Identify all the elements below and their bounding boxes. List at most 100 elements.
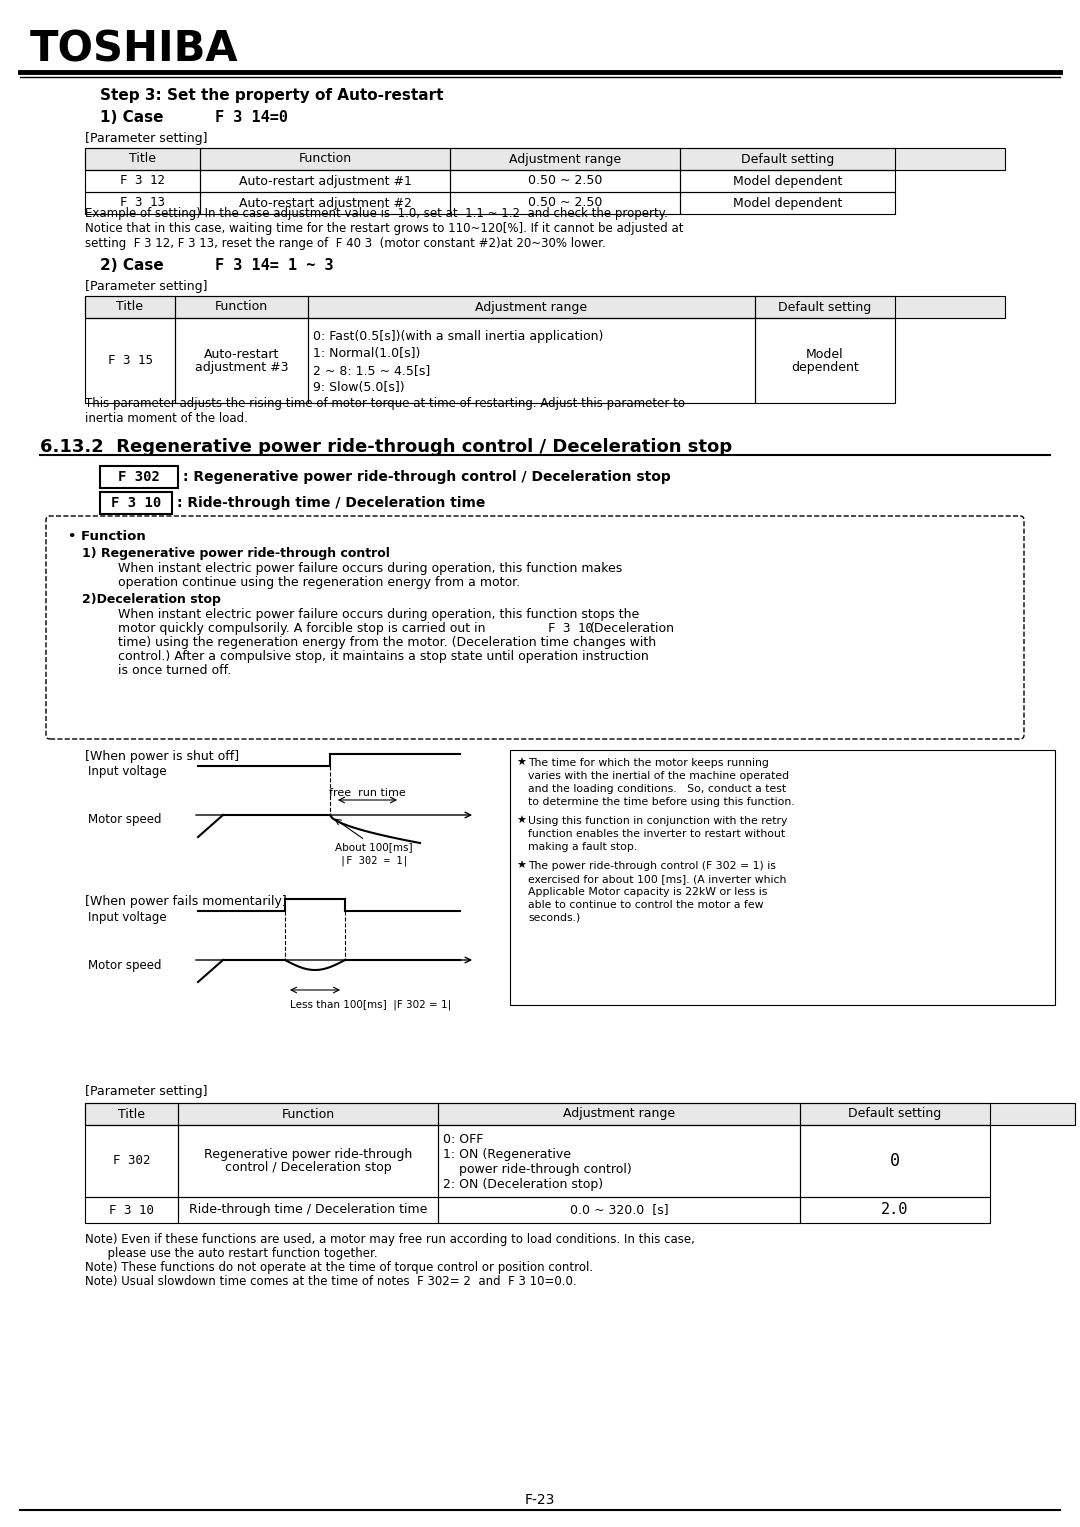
Text: F 3 10: F 3 10 <box>109 1203 154 1217</box>
Text: Notice that in this case, waiting time for the restart grows to 110~120[%]. If i: Notice that in this case, waiting time f… <box>85 221 684 235</box>
Text: 2) Case: 2) Case <box>100 258 168 273</box>
Bar <box>178 1197 438 1223</box>
Text: 1) Case: 1) Case <box>100 110 168 125</box>
Text: This parameter adjusts the rising time of motor torque at time of restarting. Ad: This parameter adjusts the rising time o… <box>85 397 685 411</box>
Text: Note) Even if these functions are used, a motor may free run according to load c: Note) Even if these functions are used, … <box>85 1232 694 1246</box>
Text: 1: Normal(1.0[s]): 1: Normal(1.0[s]) <box>313 347 420 360</box>
Text: Function: Function <box>298 153 352 165</box>
Text: ★: ★ <box>516 861 526 870</box>
Text: F 3 14= 1 ~ 3: F 3 14= 1 ~ 3 <box>215 258 334 273</box>
Text: F-23: F-23 <box>525 1493 555 1507</box>
Text: Default setting: Default setting <box>779 301 872 313</box>
Text: (Deceleration: (Deceleration <box>590 621 675 635</box>
Bar <box>450 192 680 214</box>
Text: 1) Regenerative power ride-through control: 1) Regenerative power ride-through contr… <box>82 547 390 560</box>
Bar <box>438 1197 800 1223</box>
Text: Function: Function <box>215 301 268 313</box>
Text: seconds.): seconds.) <box>528 913 580 922</box>
Text: varies with the inertial of the machine operated: varies with the inertial of the machine … <box>528 771 789 780</box>
Bar <box>85 169 200 192</box>
Text: inertia moment of the load.: inertia moment of the load. <box>85 412 248 425</box>
Text: function enables the inverter to restart without: function enables the inverter to restart… <box>528 829 785 838</box>
Text: Adjustment range: Adjustment range <box>509 153 621 165</box>
Text: [Parameter setting]: [Parameter setting] <box>85 1086 207 1098</box>
Bar <box>85 318 175 403</box>
Text: time) using the regeneration energy from the motor. (Deceleration time changes w: time) using the regeneration energy from… <box>118 637 657 649</box>
Text: Applicable Motor capacity is 22kW or less is: Applicable Motor capacity is 22kW or les… <box>528 887 768 896</box>
Text: : Ride-through time / Deceleration time: : Ride-through time / Deceleration time <box>177 496 485 510</box>
Text: exercised for about 100 [ms]. (A inverter which: exercised for about 100 [ms]. (A inverte… <box>528 873 786 884</box>
Text: 2)Deceleration stop: 2)Deceleration stop <box>82 592 221 606</box>
Text: Auto-restart adjustment #1: Auto-restart adjustment #1 <box>239 174 411 188</box>
Text: to determine the time before using this function.: to determine the time before using this … <box>528 797 795 806</box>
Text: Input voltage: Input voltage <box>87 765 166 779</box>
Text: 0: 0 <box>890 1151 900 1170</box>
Text: Regenerative power ride-through: Regenerative power ride-through <box>204 1148 413 1161</box>
Text: F 3 13: F 3 13 <box>120 197 165 209</box>
Text: The power ride-through control (F 302 = 1) is: The power ride-through control (F 302 = … <box>528 861 775 870</box>
Text: Motor speed: Motor speed <box>87 814 162 826</box>
Bar <box>85 1125 178 1197</box>
Text: F 3 14=0: F 3 14=0 <box>215 110 288 125</box>
Bar <box>175 296 308 318</box>
Text: 6.13.2  Regenerative power ride-through control / Deceleration stop: 6.13.2 Regenerative power ride-through c… <box>40 438 732 457</box>
Bar <box>200 192 450 214</box>
Text: Model dependent: Model dependent <box>733 197 842 209</box>
Bar <box>200 148 450 169</box>
Bar <box>438 1102 800 1125</box>
Text: motor quickly compulsorily. A forcible stop is carried out in: motor quickly compulsorily. A forcible s… <box>118 621 489 635</box>
Bar <box>510 750 1055 1005</box>
Text: Function: Function <box>282 1107 335 1121</box>
Text: Note) These functions do not operate at the time of torque control or position c: Note) These functions do not operate at … <box>85 1261 593 1274</box>
Bar <box>450 148 680 169</box>
Bar <box>308 318 755 403</box>
Text: 2: ON (Deceleration stop): 2: ON (Deceleration stop) <box>443 1177 603 1191</box>
Text: 2.0: 2.0 <box>881 1202 908 1217</box>
Text: Auto-restart adjustment #2: Auto-restart adjustment #2 <box>239 197 411 209</box>
Text: Title: Title <box>118 1107 145 1121</box>
Text: 0.0 ~ 320.0  [s]: 0.0 ~ 320.0 [s] <box>569 1203 669 1217</box>
Bar <box>800 1197 990 1223</box>
Bar <box>85 296 175 318</box>
Text: Example of setting) In the case adjustment value is  1.0, set at  1.1 ~ 1.2  and: Example of setting) In the case adjustme… <box>85 208 667 220</box>
Bar <box>85 1102 1075 1125</box>
Bar <box>438 1125 800 1197</box>
Bar <box>85 1197 178 1223</box>
Text: control / Deceleration stop: control / Deceleration stop <box>225 1161 391 1174</box>
Text: [Parameter setting]: [Parameter setting] <box>85 131 207 145</box>
Text: Ride-through time / Deceleration time: Ride-through time / Deceleration time <box>189 1203 428 1217</box>
Text: control.) After a compulsive stop, it maintains a stop state until operation ins: control.) After a compulsive stop, it ma… <box>118 651 649 663</box>
Text: 2 ~ 8: 1.5 ~ 4.5[s]: 2 ~ 8: 1.5 ~ 4.5[s] <box>313 363 430 377</box>
Bar <box>450 169 680 192</box>
Text: : Regenerative power ride-through control / Deceleration stop: : Regenerative power ride-through contro… <box>183 470 671 484</box>
Text: Adjustment range: Adjustment range <box>475 301 588 313</box>
Text: Model: Model <box>806 348 843 360</box>
Text: free  run time: free run time <box>329 788 406 799</box>
Text: F 3 10: F 3 10 <box>111 496 161 510</box>
Text: [When power fails momentarily]: [When power fails momentarily] <box>85 895 287 909</box>
Text: F 3 15: F 3 15 <box>108 354 152 366</box>
Text: Using this function in conjunction with the retry: Using this function in conjunction with … <box>528 815 787 826</box>
Bar <box>85 148 1005 169</box>
Text: operation continue using the regeneration energy from a motor.: operation continue using the regeneratio… <box>118 576 521 589</box>
Text: and the loading conditions.   So, conduct a test: and the loading conditions. So, conduct … <box>528 783 786 794</box>
Text: 0: Fast(0.5[s])(with a small inertia application): 0: Fast(0.5[s])(with a small inertia app… <box>313 330 604 344</box>
Bar <box>85 296 1005 318</box>
Text: making a fault stop.: making a fault stop. <box>528 841 637 852</box>
Text: Title: Title <box>117 301 144 313</box>
Bar <box>100 466 178 489</box>
Text: Title: Title <box>129 153 156 165</box>
Bar <box>85 192 200 214</box>
Bar <box>755 318 895 403</box>
Bar <box>175 318 308 403</box>
Text: Adjustment range: Adjustment range <box>563 1107 675 1121</box>
Text: Default setting: Default setting <box>741 153 834 165</box>
Bar <box>680 169 895 192</box>
Text: 1: ON (Regenerative: 1: ON (Regenerative <box>443 1148 571 1161</box>
Text: Motor speed: Motor speed <box>87 959 162 971</box>
FancyBboxPatch shape <box>46 516 1024 739</box>
Bar <box>680 192 895 214</box>
Text: F 302: F 302 <box>112 1154 150 1168</box>
Text: F 3 12: F 3 12 <box>120 174 165 188</box>
Bar <box>800 1102 990 1125</box>
